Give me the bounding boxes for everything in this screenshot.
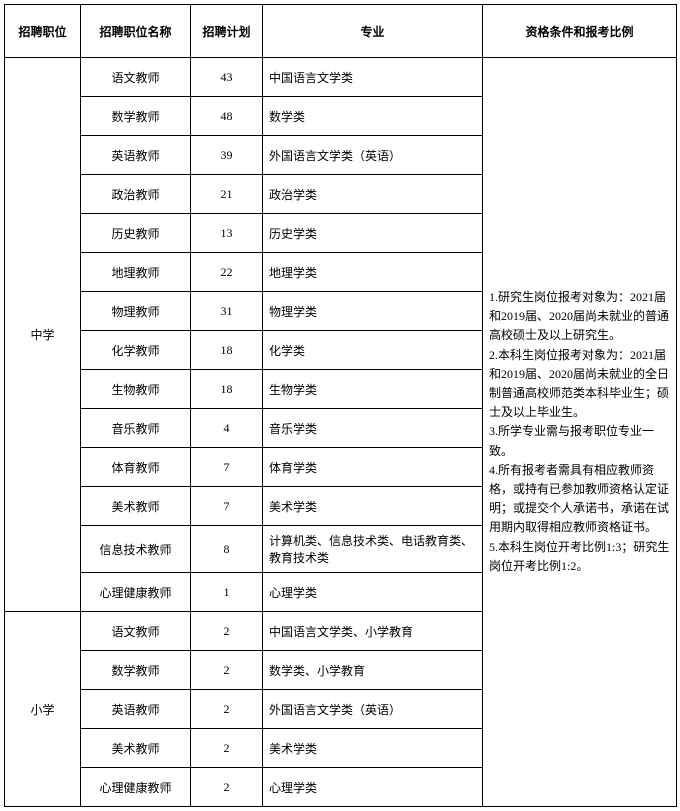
position-name-cell: 美术教师 xyxy=(81,487,191,526)
recruitment-table: 招聘职位 招聘职位名称 招聘计划 专业 资格条件和报考比例 中学语文教师43中国… xyxy=(4,4,677,807)
major-cell: 地理学类 xyxy=(263,253,483,292)
plan-cell: 2 xyxy=(191,612,263,651)
table-row: 中学语文教师43中国语言文学类1.研究生岗位报考对象为：2021届和2019届、… xyxy=(5,58,677,97)
position-name-cell: 化学教师 xyxy=(81,331,191,370)
major-cell: 化学类 xyxy=(263,331,483,370)
position-name-cell: 英语教师 xyxy=(81,136,191,175)
major-cell: 计算机类、信息技术类、电话教育类、教育技术类 xyxy=(263,526,483,573)
position-name-cell: 历史教师 xyxy=(81,214,191,253)
plan-cell: 2 xyxy=(191,690,263,729)
col-header-position: 招聘职位 xyxy=(5,5,81,58)
major-cell: 物理学类 xyxy=(263,292,483,331)
plan-cell: 8 xyxy=(191,526,263,573)
requirements-cell: 1.研究生岗位报考对象为：2021届和2019届、2020届尚未就业的普通高校硕… xyxy=(483,58,677,807)
header-row: 招聘职位 招聘职位名称 招聘计划 专业 资格条件和报考比例 xyxy=(5,5,677,58)
position-name-cell: 语文教师 xyxy=(81,58,191,97)
position-name-cell: 心理健康教师 xyxy=(81,573,191,612)
plan-cell: 7 xyxy=(191,448,263,487)
category-cell: 小学 xyxy=(5,612,81,807)
plan-cell: 18 xyxy=(191,370,263,409)
major-cell: 美术学类 xyxy=(263,729,483,768)
plan-cell: 2 xyxy=(191,651,263,690)
major-cell: 外国语言文学类（英语） xyxy=(263,136,483,175)
plan-cell: 13 xyxy=(191,214,263,253)
position-name-cell: 数学教师 xyxy=(81,97,191,136)
position-name-cell: 体育教师 xyxy=(81,448,191,487)
plan-cell: 39 xyxy=(191,136,263,175)
position-name-cell: 数学教师 xyxy=(81,651,191,690)
major-cell: 外国语言文学类（英语） xyxy=(263,690,483,729)
plan-cell: 31 xyxy=(191,292,263,331)
position-name-cell: 地理教师 xyxy=(81,253,191,292)
major-cell: 数学类 xyxy=(263,97,483,136)
major-cell: 音乐学类 xyxy=(263,409,483,448)
position-name-cell: 语文教师 xyxy=(81,612,191,651)
col-header-name: 招聘职位名称 xyxy=(81,5,191,58)
plan-cell: 2 xyxy=(191,729,263,768)
position-name-cell: 信息技术教师 xyxy=(81,526,191,573)
col-header-requirements: 资格条件和报考比例 xyxy=(483,5,677,58)
plan-cell: 43 xyxy=(191,58,263,97)
major-cell: 中国语言文学类、小学教育 xyxy=(263,612,483,651)
major-cell: 心理学类 xyxy=(263,573,483,612)
plan-cell: 18 xyxy=(191,331,263,370)
major-cell: 历史学类 xyxy=(263,214,483,253)
major-cell: 政治学类 xyxy=(263,175,483,214)
major-cell: 数学类、小学教育 xyxy=(263,651,483,690)
plan-cell: 4 xyxy=(191,409,263,448)
table-body: 中学语文教师43中国语言文学类1.研究生岗位报考对象为：2021届和2019届、… xyxy=(5,58,677,807)
col-header-major: 专业 xyxy=(263,5,483,58)
major-cell: 中国语言文学类 xyxy=(263,58,483,97)
major-cell: 心理学类 xyxy=(263,768,483,807)
position-name-cell: 英语教师 xyxy=(81,690,191,729)
position-name-cell: 音乐教师 xyxy=(81,409,191,448)
major-cell: 生物学类 xyxy=(263,370,483,409)
category-cell: 中学 xyxy=(5,58,81,612)
plan-cell: 48 xyxy=(191,97,263,136)
plan-cell: 22 xyxy=(191,253,263,292)
position-name-cell: 生物教师 xyxy=(81,370,191,409)
plan-cell: 1 xyxy=(191,573,263,612)
col-header-plan: 招聘计划 xyxy=(191,5,263,58)
position-name-cell: 政治教师 xyxy=(81,175,191,214)
plan-cell: 7 xyxy=(191,487,263,526)
major-cell: 体育学类 xyxy=(263,448,483,487)
major-cell: 美术学类 xyxy=(263,487,483,526)
position-name-cell: 物理教师 xyxy=(81,292,191,331)
position-name-cell: 美术教师 xyxy=(81,729,191,768)
plan-cell: 21 xyxy=(191,175,263,214)
plan-cell: 2 xyxy=(191,768,263,807)
position-name-cell: 心理健康教师 xyxy=(81,768,191,807)
